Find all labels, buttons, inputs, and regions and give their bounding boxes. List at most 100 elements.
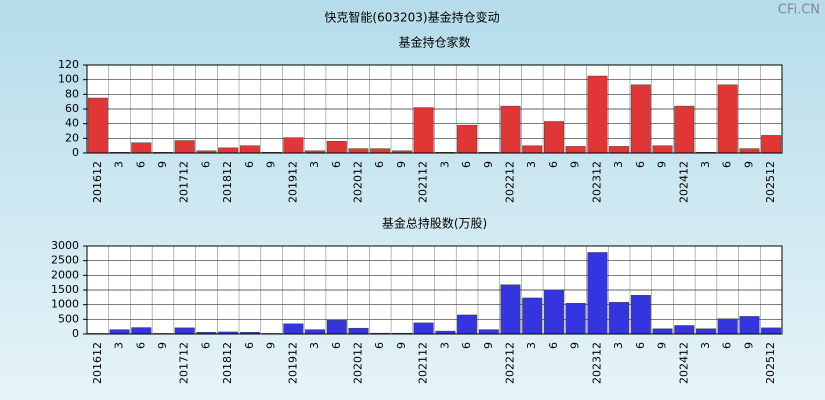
x-tick-label: 6 [634,342,647,349]
x-tick-label: 9 [569,161,582,168]
bar [239,145,260,154]
bar [761,327,782,335]
x-tick-label: 201812 [221,342,234,384]
x-tick-label: 6 [373,342,386,349]
x-tick-label: 201712 [178,161,191,203]
bar [305,329,326,335]
x-tick-label: 6 [243,342,256,349]
x-tick-label: 6 [460,161,473,168]
bar [739,148,760,154]
x-tick-label: 202112 [417,161,430,203]
x-tick-label: 9 [265,161,278,168]
bar [457,124,478,154]
x-tick-label: 9 [482,161,495,168]
bar [413,107,434,154]
y-tick-label: 500 [58,312,79,325]
x-tick-label: 202412 [677,161,690,203]
x-tick-label: 6 [199,161,212,168]
plot-border [86,64,783,154]
x-tick-label: 202312 [590,161,603,203]
bar [587,252,608,335]
x-tick-label: 3 [612,342,625,349]
bar [717,318,738,335]
bar [652,328,673,335]
x-tick-label: 201612 [91,342,104,384]
x-tick-label: 201912 [286,161,299,203]
bar [131,327,152,335]
x-tick-label: 202212 [504,342,517,384]
bar [739,316,760,335]
x-tick-label: 6 [373,161,386,168]
x-tick-label: 3 [525,342,538,349]
y-tick-label: 40 [65,117,79,130]
x-tick-label: 3 [612,161,625,168]
watermark: CFi.CN [778,3,820,18]
bar [674,105,695,154]
x-tick-label: 6 [330,161,343,168]
x-tick-label: 201612 [91,161,104,203]
y-tick-label: 120 [58,58,79,71]
x-tick-label: 3 [525,161,538,168]
bar [283,137,304,154]
x-tick-label: 3 [113,161,126,168]
x-tick-label: 201712 [178,342,191,384]
bar [717,84,738,154]
x-tick-label: 9 [395,161,408,168]
bar [500,284,521,335]
bar [522,145,543,154]
bar [348,148,369,154]
x-tick-label: 9 [265,342,278,349]
bar [630,295,651,335]
chart-title: 基金总持股数(万股) [382,216,487,231]
y-tick-label: 2000 [51,268,79,281]
y-tick-label: 1000 [51,298,79,311]
bar [500,105,521,154]
y-tick-label: 20 [65,131,79,144]
bar [348,327,369,335]
page-title: 快克智能(603203)基金持仓变动 [324,10,499,25]
x-tick-label: 6 [243,161,256,168]
x-tick-label: 3 [699,342,712,349]
x-tick-label: 201912 [286,342,299,384]
x-tick-label: 3 [699,161,712,168]
bar [543,121,564,154]
bar [696,328,716,335]
y-tick-label: 0 [72,146,79,159]
bar [413,322,434,335]
x-tick-label: 9 [482,342,495,349]
x-tick-label: 9 [742,342,755,349]
bar [370,148,391,154]
x-tick-label: 202512 [764,342,777,384]
x-tick-label: 9 [156,342,169,349]
bar [761,135,782,154]
bar [283,323,304,335]
y-tick-label: 1500 [51,283,79,296]
chart-title: 基金持仓家数 [398,35,470,50]
bar [522,297,543,335]
x-tick-label: 202212 [504,161,517,203]
plot-border [86,245,783,335]
bar [543,289,564,335]
bar [457,314,478,335]
y-tick-label: 0 [72,327,79,340]
x-tick-label: 9 [742,161,755,168]
x-tick-label: 3 [308,342,321,349]
bar [174,327,195,335]
x-tick-label: 6 [547,161,560,168]
x-tick-label: 9 [656,161,669,168]
y-tick-label: 60 [65,102,79,115]
x-tick-label: 202312 [590,342,603,384]
y-tick-label: 80 [65,87,79,100]
x-tick-label: 6 [460,342,473,349]
bar [587,75,608,154]
x-tick-label: 3 [113,342,126,349]
bar [109,329,130,335]
x-tick-label: 3 [438,161,451,168]
bar [174,140,195,154]
bar [630,84,651,154]
bar [652,145,673,154]
bar [326,320,347,335]
y-tick-label: 2500 [51,254,79,267]
x-tick-label: 6 [721,342,734,349]
